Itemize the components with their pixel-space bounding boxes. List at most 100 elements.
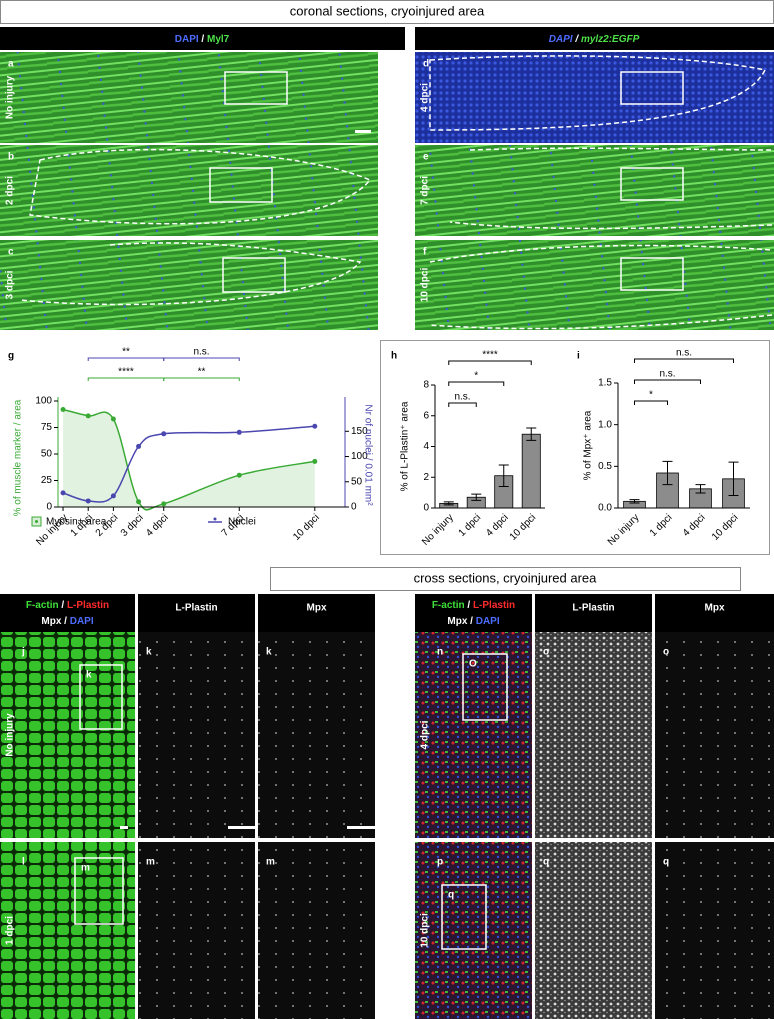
header-bar <box>0 27 405 50</box>
point <box>85 413 91 419</box>
panel-letter: p <box>437 857 443 868</box>
header-part: DAPI <box>70 616 94 627</box>
inset-box <box>620 257 684 291</box>
inset-box <box>462 653 508 721</box>
error-bar <box>695 484 706 494</box>
significance-bracket <box>87 357 165 361</box>
micrograph <box>415 145 774 236</box>
panel-letter: b <box>8 152 14 163</box>
point <box>161 501 167 507</box>
side-label: No injury <box>5 75 16 119</box>
panel-letter: o <box>543 647 549 658</box>
y-tick-label: 75 <box>41 422 53 433</box>
y-tick-label: 0 <box>423 503 429 514</box>
panel-letter: c <box>8 247 14 258</box>
injury-outline <box>429 244 773 330</box>
scale-bar <box>347 826 375 829</box>
inset-box <box>224 71 288 105</box>
significance-bracket <box>163 377 240 381</box>
x-tick-label: 4 dpci <box>144 512 171 539</box>
inset-box <box>620 71 684 105</box>
y-tick-label: 6 <box>423 410 429 421</box>
header-text: DAPI / Myl7 <box>175 34 230 45</box>
panel-letter: n <box>437 647 443 658</box>
y-label: % of muscle marker / area <box>13 399 24 516</box>
significance-bracket <box>448 360 532 365</box>
significance-label: n.s. <box>659 369 675 380</box>
y-tick-label: 8 <box>423 380 429 391</box>
inset-box <box>441 884 487 950</box>
micrograph <box>655 842 774 1019</box>
x-tick-label: 3 dpci <box>119 512 146 539</box>
significance-label: * <box>474 371 478 382</box>
point <box>85 498 91 504</box>
header-part: Mpx <box>41 616 61 627</box>
panel-letter: j <box>21 647 25 658</box>
point <box>236 429 242 435</box>
error-bar <box>629 499 640 504</box>
significance-bracket <box>87 377 165 381</box>
injury-outline <box>449 147 773 230</box>
panel-letter: f <box>423 247 427 258</box>
error-bar <box>662 460 673 486</box>
panel-letter: e <box>423 152 429 163</box>
y-tick-label: 4 <box>423 441 429 452</box>
panel-letter: d <box>423 59 429 70</box>
inset-box <box>620 167 684 201</box>
y2-tick-label: 150 <box>351 426 368 437</box>
header-part: / <box>573 34 581 45</box>
inset-box <box>209 167 273 203</box>
section-title: cross sections, cryoinjured area <box>414 570 598 585</box>
injury-outline <box>29 148 372 225</box>
side-label: 3 dpci <box>5 270 16 299</box>
panel-letter: k <box>146 647 152 658</box>
legend-dot <box>213 517 217 521</box>
panel-letter: i <box>577 351 580 362</box>
header-bar <box>535 594 652 632</box>
header-part: / <box>59 600 67 611</box>
error-bar <box>526 427 537 441</box>
significance-label: n.s. <box>193 347 209 358</box>
channel-label: L-Plastin <box>572 603 614 614</box>
point <box>136 443 142 449</box>
channel-label: Mpx <box>307 603 327 614</box>
significance-label: ** <box>122 347 130 358</box>
header-text: F-actin / L-Plastin <box>26 600 109 611</box>
header-bar <box>0 594 135 632</box>
injury-outline <box>429 55 767 131</box>
legend-dot <box>35 520 38 523</box>
side-label: 10 dpci <box>420 268 431 303</box>
legend-label: Myosin+ area <box>46 517 107 528</box>
inset-box <box>79 664 123 730</box>
point <box>312 458 318 464</box>
micrograph <box>258 632 375 838</box>
micrograph <box>258 842 375 1019</box>
header-bar <box>655 594 774 632</box>
inset-letter: m <box>81 863 90 874</box>
panel-letter: m <box>266 857 275 868</box>
micrograph <box>0 52 378 143</box>
y-label: % of L-Plastin⁺ area <box>400 401 411 491</box>
header-text: DAPI / mylz2:EGFP <box>549 34 640 45</box>
scale-bar <box>228 826 256 829</box>
header-bar <box>415 27 774 50</box>
header-part: DAPI <box>175 34 199 45</box>
channel-label: Mpx <box>705 603 725 614</box>
header-part: DAPI <box>476 616 500 627</box>
header-part: mylz2:EGFP <box>581 34 640 45</box>
micrograph <box>415 842 532 1019</box>
micrograph <box>0 842 135 1019</box>
header-part: Myl7 <box>207 34 230 45</box>
side-label: 4 dpci <box>420 83 431 112</box>
bar <box>521 433 541 509</box>
y2-label: Nr of nuclei / 0.01 mm² <box>362 404 373 506</box>
point <box>312 423 318 429</box>
y-tick-label: 0.0 <box>598 503 612 514</box>
header-part: F-actin <box>26 600 59 611</box>
y-tick-label: 2 <box>423 472 429 483</box>
inset-letter: O <box>469 659 477 670</box>
x-tick-label: 10 dpci <box>291 512 322 543</box>
header-part: / <box>199 34 207 45</box>
header-text: Mpx / DAPI <box>41 616 93 627</box>
